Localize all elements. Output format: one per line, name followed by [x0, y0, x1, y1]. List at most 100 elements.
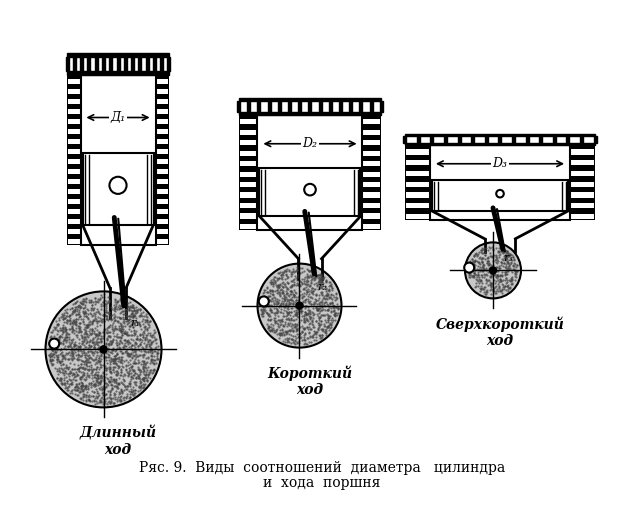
Bar	[68, 99, 79, 104]
Bar	[68, 159, 79, 164]
Bar	[138, 57, 141, 71]
Bar	[68, 79, 79, 84]
Bar	[68, 199, 79, 204]
Circle shape	[465, 242, 521, 298]
Bar	[444, 136, 447, 143]
Bar	[156, 229, 168, 234]
Bar	[258, 101, 261, 112]
Bar	[308, 101, 312, 112]
Bar	[124, 57, 127, 71]
Bar	[156, 169, 168, 174]
Bar	[571, 139, 594, 144]
Bar	[109, 57, 112, 71]
Bar	[329, 101, 332, 112]
Bar	[68, 69, 79, 74]
Bar	[571, 149, 594, 155]
Text: Д₁: Д₁	[110, 111, 126, 124]
Bar	[571, 192, 594, 197]
Circle shape	[46, 291, 162, 408]
Bar	[240, 130, 256, 135]
Bar	[68, 179, 79, 184]
Bar	[240, 140, 256, 145]
Bar	[240, 203, 256, 208]
Bar	[68, 129, 79, 134]
Circle shape	[497, 190, 504, 197]
Text: Сверхкороткий
ход: Сверхкороткий ход	[435, 317, 564, 348]
Bar	[571, 160, 594, 166]
Text: Короткий
ход: Короткий ход	[267, 366, 352, 397]
Bar	[156, 109, 168, 114]
Bar	[88, 57, 90, 71]
Bar	[363, 203, 381, 208]
Bar	[68, 109, 79, 114]
Bar	[68, 169, 79, 174]
Bar	[471, 136, 474, 143]
Bar	[370, 101, 373, 112]
Bar	[67, 54, 169, 57]
Text: r₂: r₂	[317, 282, 328, 292]
Bar	[526, 136, 529, 143]
Circle shape	[258, 264, 341, 347]
Bar	[258, 115, 363, 230]
Bar	[406, 192, 429, 197]
Bar	[363, 150, 381, 156]
Bar	[240, 161, 256, 166]
Bar	[567, 136, 569, 143]
Bar	[363, 130, 381, 135]
Bar	[363, 161, 381, 166]
Bar	[406, 160, 429, 166]
Bar	[240, 213, 256, 219]
Bar	[363, 172, 381, 177]
Bar	[430, 136, 433, 143]
Circle shape	[304, 184, 316, 195]
Bar	[156, 89, 168, 94]
Bar	[403, 136, 406, 143]
Bar	[240, 119, 256, 124]
Bar	[238, 115, 258, 230]
Text: и  хода  поршня: и хода поршня	[263, 476, 381, 490]
Bar	[156, 199, 168, 204]
Circle shape	[489, 267, 497, 274]
Circle shape	[259, 296, 269, 307]
Bar	[417, 136, 420, 143]
Bar	[131, 57, 134, 71]
Bar	[95, 57, 98, 71]
Bar	[156, 219, 168, 224]
Bar	[260, 168, 361, 216]
Bar	[156, 79, 168, 84]
Bar	[594, 136, 597, 143]
Bar	[539, 136, 542, 143]
Bar	[405, 143, 595, 145]
Bar	[80, 75, 155, 245]
Bar	[68, 189, 79, 194]
Bar	[117, 57, 120, 71]
Text: Длинный
ход: Длинный ход	[79, 425, 156, 457]
Bar	[363, 224, 381, 229]
Bar	[240, 192, 256, 197]
Bar	[278, 101, 281, 112]
Bar	[571, 214, 594, 219]
Bar	[156, 159, 168, 164]
Bar	[240, 182, 256, 187]
Bar	[156, 119, 168, 124]
Bar	[68, 149, 79, 154]
Bar	[156, 179, 168, 184]
Bar	[430, 145, 570, 220]
Bar	[363, 115, 381, 230]
Bar	[68, 209, 79, 214]
Bar	[405, 145, 430, 220]
Bar	[156, 149, 168, 154]
Bar	[68, 89, 79, 94]
Bar	[406, 181, 429, 187]
Bar	[298, 101, 301, 112]
Bar	[66, 57, 68, 71]
Bar	[156, 129, 168, 134]
Bar	[405, 134, 595, 136]
Bar	[240, 150, 256, 156]
Bar	[363, 109, 381, 114]
Circle shape	[49, 338, 59, 348]
Bar	[498, 136, 502, 143]
Bar	[570, 145, 595, 220]
Bar	[156, 189, 168, 194]
Bar	[68, 119, 79, 124]
